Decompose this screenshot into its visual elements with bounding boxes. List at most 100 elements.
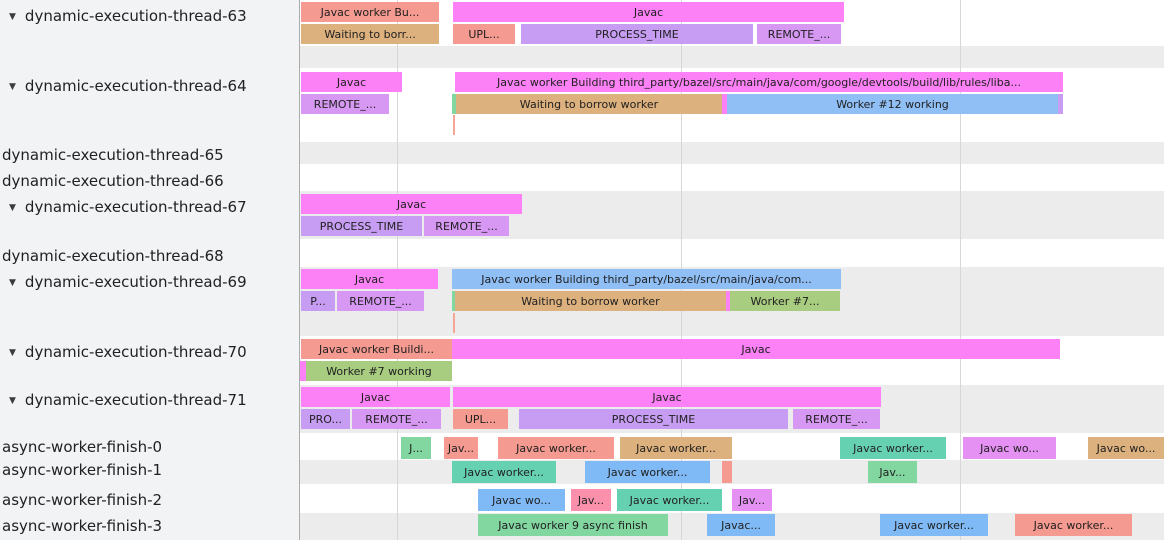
trace-event-bar[interactable]: Javac wo...	[963, 437, 1056, 459]
trace-event-bar[interactable]: J...	[401, 437, 431, 459]
thread-row-label[interactable]: dynamic-execution-thread-65	[0, 146, 299, 164]
counter-tick[interactable]	[453, 115, 455, 135]
trace-event-bar[interactable]: PROCESS_TIME	[521, 24, 753, 44]
trace-event-bar[interactable]: Javac worker 9 async finish	[478, 514, 668, 536]
trace-event-bar[interactable]: P...	[301, 291, 335, 311]
trace-event-bar[interactable]: Worker #7...	[730, 291, 840, 311]
trace-event-bar[interactable]: Worker #12 working	[727, 94, 1058, 114]
trace-event-bar[interactable]: Jav...	[571, 489, 611, 511]
thread-row-label[interactable]: async-worker-finish-1	[0, 461, 299, 479]
thread-name: dynamic-execution-thread-71	[24, 391, 247, 409]
trace-event-bar[interactable]: Javac	[301, 72, 402, 92]
trace-event-label: PROCESS_TIME	[595, 27, 679, 41]
trace-event-bar[interactable]	[726, 291, 730, 311]
thread-name: async-worker-finish-0	[2, 438, 163, 456]
thread-row-label[interactable]: ▼ dynamic-execution-thread-64	[0, 77, 299, 96]
trace-event-bar[interactable]: Javac	[453, 387, 881, 407]
trace-event-label: Javac worker...	[636, 441, 716, 455]
trace-event-bar[interactable]: Javac	[453, 2, 844, 22]
trace-event-bar[interactable]	[452, 291, 455, 311]
thread-row-label[interactable]: ▼ dynamic-execution-thread-70	[0, 343, 299, 362]
trace-event-label: REMOTE_...	[435, 219, 498, 233]
trace-event-bar[interactable]: REMOTE_...	[301, 94, 389, 114]
trace-event-label: Waiting to borrow worker	[519, 97, 659, 111]
trace-event-bar[interactable]: Javac worker Building third_party/bazel/…	[455, 72, 1063, 92]
thread-row-label[interactable]: async-worker-finish-0	[0, 438, 299, 456]
thread-row-label[interactable]: dynamic-execution-thread-68	[0, 247, 299, 265]
trace-event-bar[interactable]	[722, 94, 727, 114]
trace-event-label: Worker #7...	[750, 294, 820, 308]
trace-event-bar[interactable]: Javac worker Buildi...	[301, 339, 452, 359]
collapse-arrow-icon[interactable]: ▼	[9, 396, 16, 406]
thread-row-label[interactable]: dynamic-execution-thread-66	[0, 172, 299, 190]
trace-event-bar[interactable]: Jav...	[868, 461, 917, 483]
trace-event-bar[interactable]	[1058, 94, 1063, 114]
trace-event-bar[interactable]	[452, 94, 456, 114]
trace-event-bar[interactable]: Javac worker...	[617, 489, 722, 511]
trace-event-bar[interactable]: Javac worker...	[840, 437, 946, 459]
collapse-arrow-icon[interactable]: ▼	[9, 278, 16, 288]
trace-event-label: UPL...	[468, 27, 500, 41]
trace-event-bar[interactable]: Javac worker...	[452, 461, 556, 483]
trace-event-bar[interactable]: Waiting to borrow worker	[456, 94, 722, 114]
trace-event-label: PROCESS_TIME	[611, 412, 696, 426]
trace-event-bar[interactable]: REMOTE_...	[352, 409, 441, 429]
trace-event-bar[interactable]: Javac	[301, 194, 522, 214]
thread-name: async-worker-finish-3	[2, 517, 163, 535]
thread-row-label[interactable]: ▼ dynamic-execution-thread-67	[0, 198, 299, 217]
trace-event-bar[interactable]: Jav...	[732, 489, 772, 511]
trace-event-bar[interactable]: REMOTE_...	[793, 409, 880, 429]
trace-event-bar[interactable]	[300, 361, 306, 381]
trace-event-bar[interactable]: PROCESS_TIME	[301, 216, 422, 236]
trace-event-label: REMOTE_...	[767, 27, 831, 41]
trace-event-bar[interactable]: Javac wo...	[478, 489, 565, 511]
trace-event-bar[interactable]: Javac worker...	[498, 437, 614, 459]
trace-event-label: Javac	[741, 342, 771, 356]
trace-event-bar[interactable]: REMOTE_...	[424, 216, 509, 236]
trace-event-label: Javac	[396, 197, 427, 211]
thread-row-label[interactable]: ▼ dynamic-execution-thread-71	[0, 391, 299, 410]
trace-event-bar[interactable]: Javac worker Building third_party/bazel/…	[452, 269, 841, 289]
trace-event-bar[interactable]: Javac worker...	[880, 514, 988, 536]
trace-event-bar[interactable]: Javac worker...	[585, 461, 710, 483]
time-gridline	[960, 0, 961, 540]
trace-event-bar[interactable]: Waiting to borrow worker	[455, 291, 726, 311]
collapse-arrow-icon[interactable]: ▼	[9, 12, 16, 22]
thread-row-label[interactable]: ▼ dynamic-execution-thread-63	[0, 7, 299, 26]
collapse-arrow-icon[interactable]: ▼	[9, 82, 16, 92]
trace-event-bar[interactable]: Javac...	[707, 514, 775, 536]
trace-event-label: Jav...	[577, 493, 605, 507]
trace-event-bar[interactable]: Javac wo...	[1088, 437, 1164, 459]
thread-row-label[interactable]: async-worker-finish-3	[0, 517, 299, 535]
trace-event-bar[interactable]	[722, 461, 732, 483]
trace-event-bar[interactable]: REMOTE_...	[337, 291, 424, 311]
trace-event-label: Javac worker 9 async finish	[498, 518, 648, 532]
trace-event-label: Javac worker...	[516, 441, 596, 455]
trace-event-bar[interactable]: UPL...	[453, 409, 508, 429]
trace-event-label: Javac...	[721, 518, 761, 532]
thread-row-label[interactable]: ▼ dynamic-execution-thread-69	[0, 273, 299, 292]
trace-event-label: Javac worker...	[629, 493, 710, 507]
trace-event-bar[interactable]: Javac	[301, 387, 450, 407]
trace-event-bar[interactable]: Javac worker...	[620, 437, 732, 459]
trace-event-bar[interactable]: Waiting to borr...	[301, 24, 439, 44]
trace-event-bar[interactable]: Worker #7 working	[306, 361, 452, 381]
trace-event-label: REMOTE_...	[313, 97, 377, 111]
trace-event-bar[interactable]: Javac	[301, 269, 438, 289]
row-stripe	[300, 46, 1164, 68]
trace-event-bar[interactable]: UPL...	[453, 24, 515, 44]
trace-event-bar[interactable]: PRO...	[301, 409, 350, 429]
trace-event-bar[interactable]: REMOTE_...	[757, 24, 841, 44]
trace-event-bar[interactable]: Javac worker Bu...	[301, 2, 439, 22]
trace-event-bar[interactable]: PROCESS_TIME	[519, 409, 788, 429]
trace-event-label: Jav...	[738, 493, 766, 507]
trace-event-bar[interactable]: Jav...	[444, 437, 478, 459]
trace-event-bar[interactable]: Javac	[452, 339, 1060, 359]
trace-event-label: PROCESS_TIME	[319, 219, 404, 233]
counter-tick[interactable]	[453, 313, 455, 333]
trace-event-bar[interactable]: Javac worker...	[1015, 514, 1132, 536]
thread-row-label[interactable]: async-worker-finish-2	[0, 491, 299, 509]
thread-name: dynamic-execution-thread-69	[24, 273, 247, 291]
collapse-arrow-icon[interactable]: ▼	[9, 348, 16, 358]
collapse-arrow-icon[interactable]: ▼	[9, 203, 16, 213]
